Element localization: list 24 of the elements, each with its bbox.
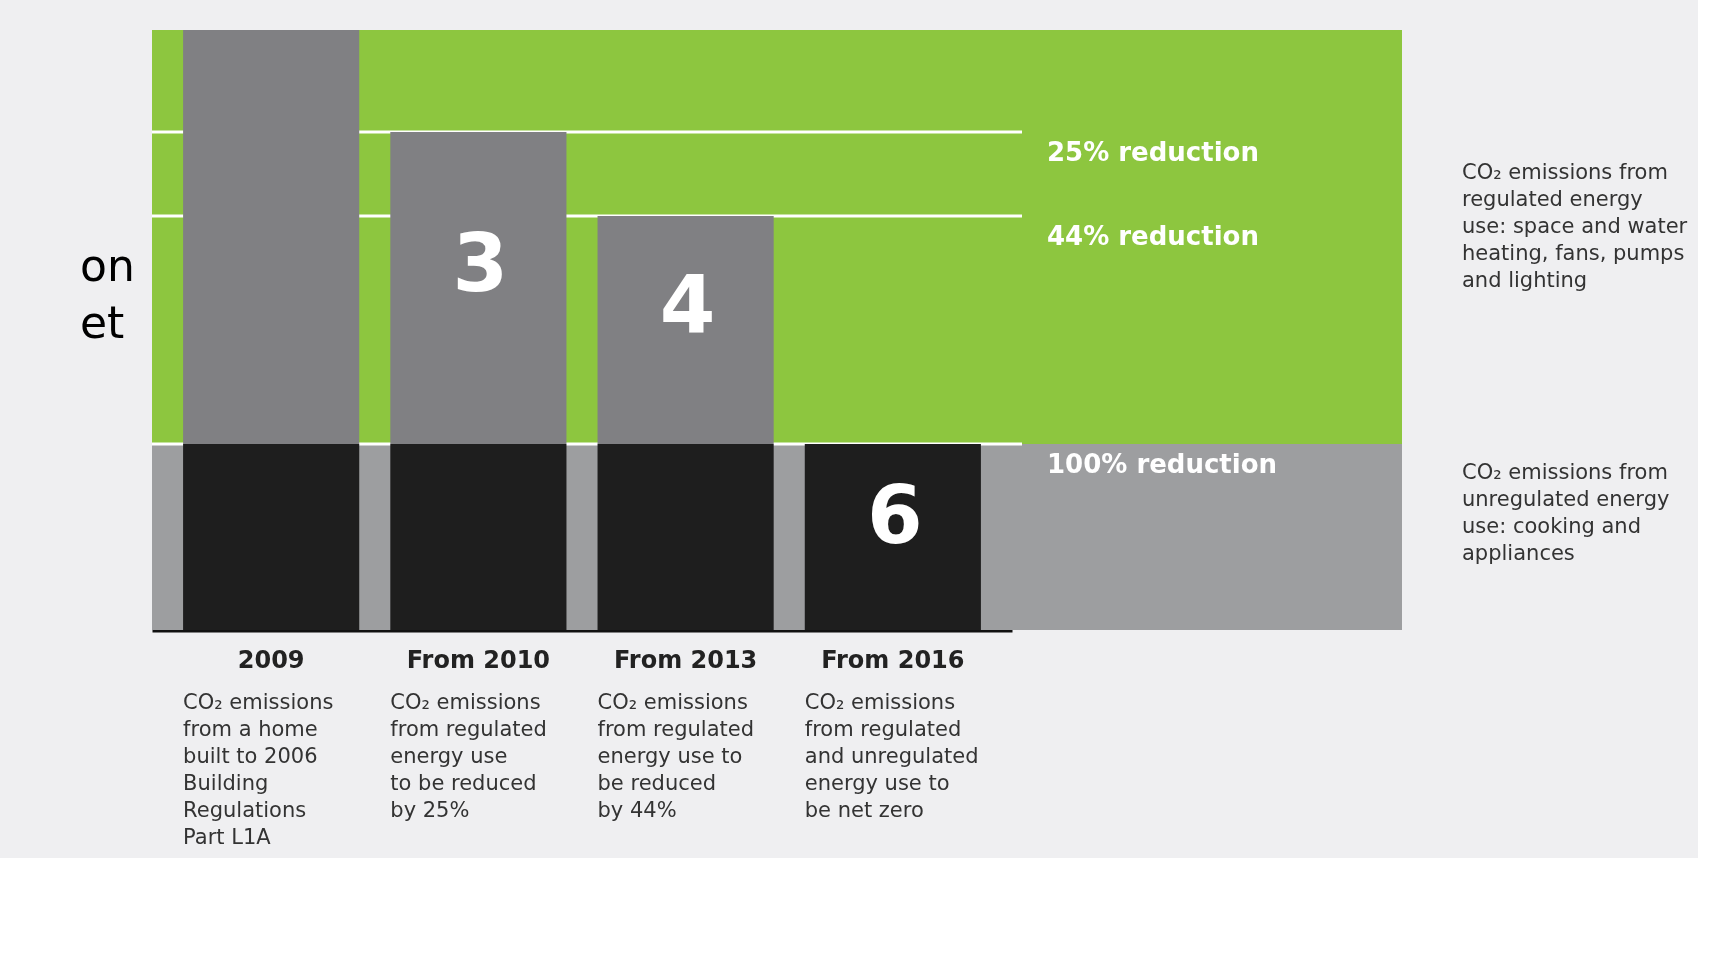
x-tick-label: From 2016 xyxy=(821,645,965,674)
text: CO₂ emissions from regulated and unregulated energy use to be net zero xyxy=(804,690,979,822)
x-tick-label: From 2010 xyxy=(406,645,551,674)
annotation: 3 xyxy=(452,217,509,310)
bar xyxy=(597,444,774,630)
text: CO₂ emissions from a home built to 2006 Building Regulations Part L1A xyxy=(183,690,334,849)
ref-line-label: 25% reduction xyxy=(1047,137,1259,167)
bar xyxy=(183,30,360,444)
text: CO₂ emissions from unregulated energy use: cooking and appliances xyxy=(1462,460,1670,565)
x-tick-label: 2009 xyxy=(237,645,305,674)
bar xyxy=(597,216,774,444)
text: on et xyxy=(80,240,135,348)
bar xyxy=(804,444,981,630)
annotation: 4 xyxy=(659,259,716,352)
text: CO₂ emissions from regulated energy use to be reduced by 44% xyxy=(597,690,755,822)
annotation: 6 xyxy=(866,469,923,562)
ref-line-label: 100% reduction xyxy=(1047,449,1278,479)
text: CO₂ emissions from regulated energy use: space and water heating, fans, pumps and lighting xyxy=(1462,160,1688,292)
text: CO₂ emissions from regulated energy use to be reduced by 25% xyxy=(390,690,547,822)
bar xyxy=(390,444,567,630)
x-tick-label: From 2013 xyxy=(613,645,758,674)
bar xyxy=(183,444,360,630)
ref-line-label: 44% reduction xyxy=(1047,221,1259,251)
bar xyxy=(390,132,567,444)
